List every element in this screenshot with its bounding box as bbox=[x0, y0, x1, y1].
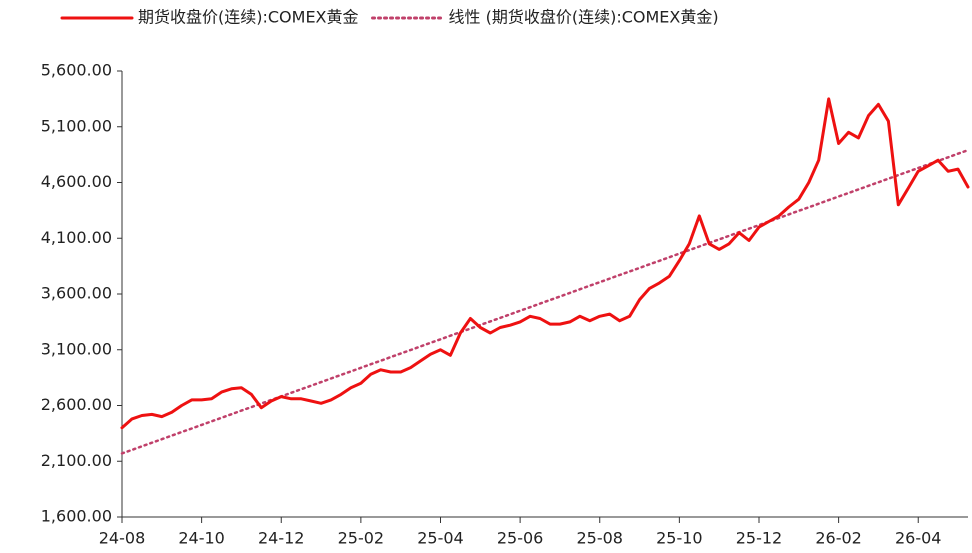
x-tick-label: 25-12 bbox=[736, 529, 783, 548]
y-tick-label: 5,600.00 bbox=[41, 61, 112, 80]
y-tick-label: 3,100.00 bbox=[41, 339, 112, 358]
x-tick-label: 25-04 bbox=[417, 529, 464, 548]
y-tick-label: 2,600.00 bbox=[41, 395, 112, 414]
legend-label: 期货收盘价(连续):COMEX黄金 bbox=[138, 8, 359, 27]
x-tick-label: 25-06 bbox=[497, 529, 544, 548]
y-tick-label: 2,100.00 bbox=[41, 451, 112, 470]
y-tick-label: 5,100.00 bbox=[41, 116, 112, 135]
x-tick-label: 24-08 bbox=[99, 529, 146, 548]
x-tick-label: 26-02 bbox=[815, 529, 862, 548]
y-tick-label: 1,600.00 bbox=[41, 507, 112, 526]
series-line bbox=[120, 97, 970, 430]
series-line bbox=[120, 148, 970, 455]
x-tick-label: 24-10 bbox=[178, 529, 225, 548]
y-tick-label: 4,100.00 bbox=[41, 228, 112, 247]
legend-label: 线性 (期货收盘价(连续):COMEX黄金) bbox=[449, 8, 719, 27]
y-tick-label: 3,600.00 bbox=[41, 284, 112, 303]
x-tick-label: 26-04 bbox=[895, 529, 942, 548]
x-tick-label: 25-10 bbox=[656, 529, 703, 548]
y-tick-label: 4,600.00 bbox=[41, 172, 112, 191]
x-tick-label: 25-08 bbox=[576, 529, 623, 548]
x-tick-label: 24-12 bbox=[258, 529, 305, 548]
x-tick-label: 25-02 bbox=[338, 529, 385, 548]
